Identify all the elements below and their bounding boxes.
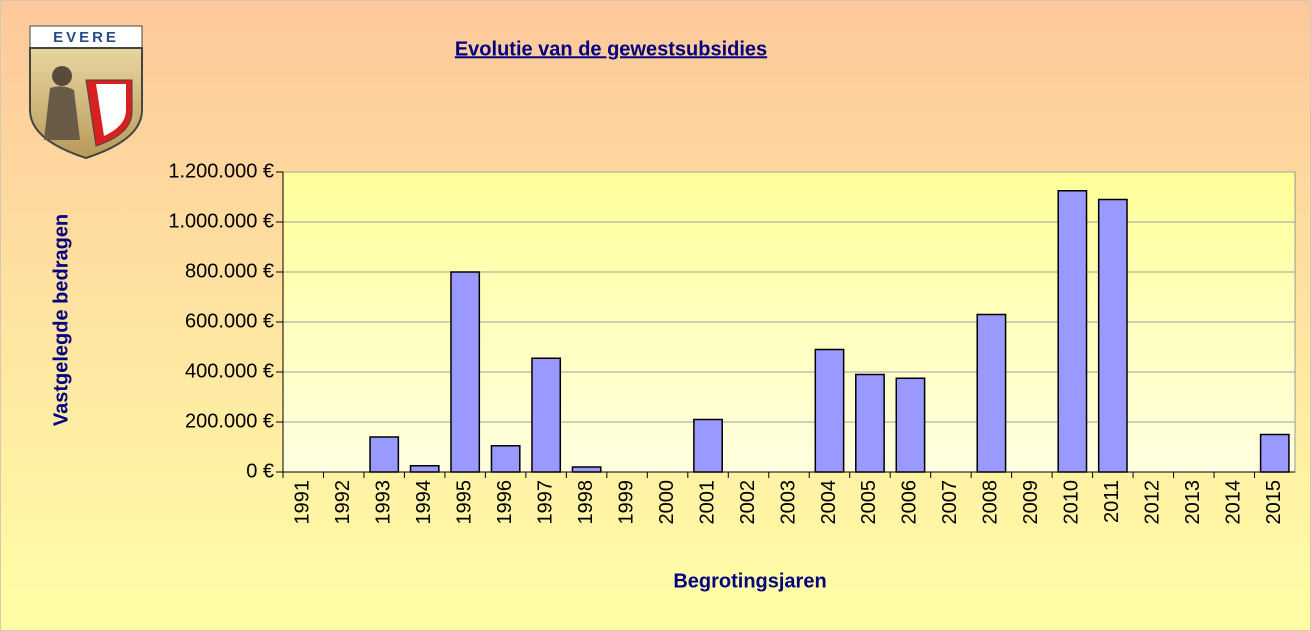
bar (409, 465, 440, 473)
x-tick-label: 2000 (656, 480, 678, 525)
x-tick-label: 2014 (1223, 480, 1245, 525)
x-axis-label: Begrotingsjaren (673, 570, 826, 592)
x-tick-label: 1997 (534, 480, 556, 525)
y-tick-label: 600.000 € (185, 310, 274, 332)
chart-title: Evolutie van de gewestsubsidies (455, 38, 767, 60)
x-tick-label: 2010 (1061, 480, 1083, 525)
x-tick-label: 2008 (980, 480, 1002, 525)
bar (976, 313, 1007, 473)
x-tick-label: 2009 (1020, 480, 1042, 525)
x-tick-label: 1994 (413, 480, 435, 525)
y-tick-label: 1.000.000 € (168, 210, 274, 232)
x-tick-label: 2004 (818, 480, 840, 525)
logo-text: EVERE (53, 29, 119, 46)
bar (1097, 198, 1128, 473)
bar (450, 271, 481, 473)
bar (369, 436, 400, 473)
x-tick-label: 1995 (453, 480, 475, 525)
x-tick-label: 1992 (332, 480, 354, 525)
x-tick-label: 1991 (292, 480, 314, 525)
bar (1259, 433, 1290, 473)
x-tick-label: 1993 (372, 480, 394, 525)
bar (855, 373, 885, 473)
y-tick-label: 800.000 € (185, 260, 274, 282)
bar (693, 418, 723, 473)
x-tick-label: 1998 (575, 480, 597, 525)
y-axis-label: Vastgelegde bedragen (50, 214, 72, 426)
bar (895, 377, 926, 473)
bar (490, 445, 521, 473)
x-tick-label: 2007 (939, 480, 961, 525)
x-tick-label: 2005 (858, 480, 880, 525)
bar (1057, 190, 1088, 473)
x-tick-label: 1999 (615, 480, 637, 525)
bar (571, 466, 602, 473)
y-tick-label: 1.200.000 € (168, 160, 274, 182)
x-tick-label: 2015 (1263, 480, 1285, 525)
x-tick-label: 2011 (1101, 480, 1123, 523)
logo: EVERE (29, 25, 143, 160)
y-tick-label: 400.000 € (185, 360, 274, 382)
x-tick-label: 1996 (494, 480, 516, 525)
x-tick-label: 2003 (777, 480, 799, 525)
x-tick-label: 2013 (1182, 480, 1204, 525)
y-tick-label: 200.000 € (185, 410, 274, 432)
x-tick-label: 2001 (696, 480, 718, 525)
x-tick-label: 2012 (1142, 480, 1164, 525)
bar (814, 348, 845, 473)
x-tick-label: 2002 (737, 480, 759, 525)
x-tick-label: 2006 (899, 480, 921, 525)
bar (531, 357, 562, 473)
y-tick-label: 0 € (246, 460, 274, 482)
